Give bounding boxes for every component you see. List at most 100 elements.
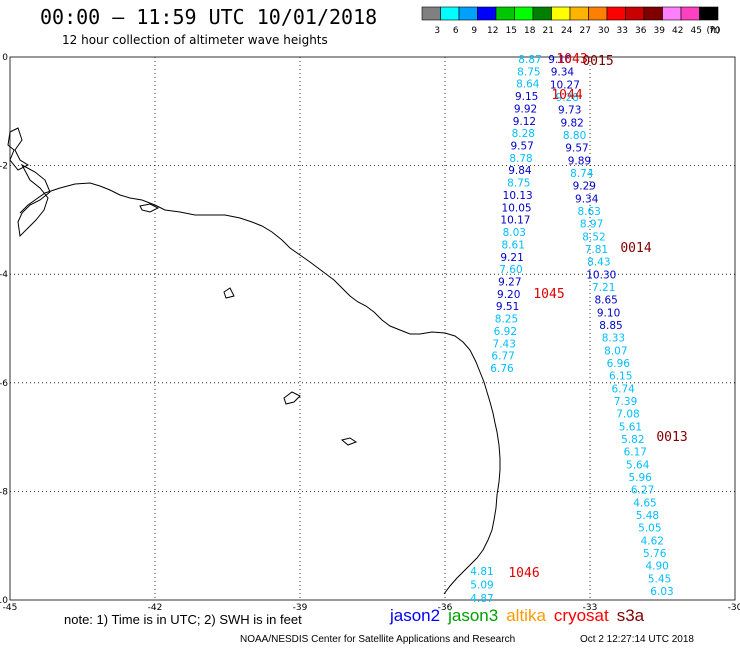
wave-height-value: 6.17 [624, 447, 647, 459]
wave-height-value: 8.80 [563, 130, 586, 142]
island-coast [340, 437, 358, 446]
lat-tick-label: -2 [0, 162, 8, 172]
pass-time-label: 0015 [582, 54, 613, 69]
map-border [9, 56, 736, 601]
wave-height-value: 4.87 [470, 593, 493, 605]
wave-height-value: 9.84 [508, 165, 532, 177]
wave-height-value: 8.03 [503, 227, 526, 239]
wave-height-value: 5.45 [648, 573, 671, 585]
wave-height-value: 4.65 [633, 497, 656, 509]
legend-label: 6 [453, 26, 459, 35]
wave-height-value: 8.97 [580, 219, 603, 231]
wave-height-value: 10.17 [500, 215, 530, 227]
wave-height-value: 8.78 [509, 153, 532, 165]
pass-time-label: 1046 [508, 566, 539, 581]
wave-height-value: 9.10 [597, 307, 620, 319]
legend-label: 3 [434, 26, 440, 35]
wave-height-value: 6.15 [609, 371, 632, 383]
wave-height-value: 10.27 [550, 79, 580, 91]
wave-height-value: 5.09 [470, 580, 493, 592]
wave-height-value: 9.73 [558, 105, 581, 117]
legend-label: 18 [524, 26, 536, 35]
wave-height-value: 6.27 [631, 485, 654, 497]
wave-height-value: 8.43 [587, 257, 610, 269]
altimeter-tracks: 8.878.758.649.159.929.128.289.578.789.84… [470, 54, 673, 605]
pass-time-label: 1044 [551, 88, 582, 103]
wave-height-value: 10.30 [586, 269, 616, 281]
wave-height-value: 8.65 [594, 295, 617, 307]
wave-height-value: 8.61 [502, 239, 525, 251]
wave-height-value: 9.57 [510, 141, 533, 153]
wave-height-value: 10.13 [503, 190, 533, 202]
wave-height-value: 9.10 [548, 54, 571, 66]
map-subtitle: 12 hour collection of altimeter wave hei… [62, 33, 328, 47]
wave-height-value: 8.52 [582, 231, 605, 243]
satellite-name: jason2 [390, 606, 441, 625]
wave-height-value: 5.76 [643, 548, 667, 560]
pass-time-label: 1045 [533, 287, 564, 302]
wave-height-value: 9.15 [515, 91, 538, 103]
wave-height-value: 5.05 [638, 523, 661, 535]
wave-height-value: 9.82 [560, 117, 583, 129]
wave-height-value: 9.20 [497, 289, 520, 301]
coastline-path [19, 182, 501, 595]
lat-tick-label: 0 [2, 53, 8, 63]
wave-height-map: -45-42-39-36-33-300-2-4-6-8-10 8.878.758… [0, 52, 740, 610]
satellite-name: cryosat [553, 606, 609, 625]
footer-note: note: 1) Time is in UTC; 2) SWH is in fe… [64, 612, 302, 627]
wave-height-value: 7.39 [614, 396, 637, 408]
wave-height-value: 8.25 [495, 314, 518, 326]
legend-label: 39 [654, 26, 666, 35]
wave-height-value: 7.43 [493, 338, 516, 350]
pass-time-label: 0013 [656, 430, 687, 445]
satellite-name: altika [506, 606, 546, 625]
wave-height-value: 6.96 [607, 358, 631, 370]
lon-tick-label: -33 [583, 603, 598, 610]
island-coast [139, 203, 160, 213]
wave-height-value: 9.21 [500, 252, 523, 264]
wave-height-value: 4.62 [641, 535, 664, 547]
wave-height-value: 6.03 [650, 586, 673, 598]
wave-height-value: 8.75 [507, 178, 530, 190]
axis-labels: -45 -42 -39 -36 -33 -30 0 -2 -4 -6 -8 -10 [0, 53, 740, 610]
wave-height-value: 8.87 [518, 54, 541, 66]
lon-tick-label: -39 [293, 603, 308, 610]
wave-height-value: 6.77 [491, 351, 514, 363]
brazil-coastline [7, 127, 501, 595]
island-coast [283, 391, 301, 405]
wave-height-value: 8.63 [577, 206, 600, 218]
legend-label: 9 [471, 26, 477, 35]
wave-height-value: 9.34 [575, 193, 599, 205]
legend-label: 45 [691, 26, 702, 35]
wave-height-value: 5.96 [628, 472, 652, 484]
lat-tick-label: -10 [0, 596, 8, 606]
legend-label: 33 [617, 26, 628, 35]
credit-line: NOAA/NESDIS Center for Satellite Applica… [240, 634, 516, 645]
wave-height-value: 7.21 [592, 282, 615, 294]
lon-tick-label: -36 [438, 603, 453, 610]
satellite-key: jason2 jason3 altika cryosat s3a [390, 606, 652, 626]
lat-tick-label: -4 [0, 270, 8, 280]
wave-height-value: 10.05 [502, 202, 532, 214]
wave-height-value: 4.81 [470, 566, 493, 578]
lon-tick-label: -42 [148, 603, 163, 610]
wave-height-value: 9.27 [498, 276, 521, 288]
wave-height-value: 7.08 [616, 409, 639, 421]
wave-height-value: 8.75 [517, 66, 540, 78]
pass-time-label: 1043 [556, 52, 587, 67]
map-title: 00:00 – 11:59 UTC 10/01/2018 [40, 5, 378, 29]
wave-height-value: 8.07 [604, 345, 627, 357]
lon-tick-label: -45 [3, 603, 18, 610]
lat-lon-grid [10, 57, 735, 600]
wave-height-value: 9.92 [514, 103, 537, 115]
wave-height-value: 9.89 [568, 155, 591, 167]
wave-height-value: 7.81 [585, 244, 608, 256]
wave-height-value: 8.28 [512, 128, 535, 140]
wave-height-value: 8.64 [516, 79, 540, 91]
wave-height-value: 9.28 [556, 92, 579, 104]
wave-height-value: 6.74 [611, 383, 635, 395]
map-frame [9, 56, 736, 601]
legend-label: 42 [672, 26, 683, 35]
legend-swatch [699, 6, 719, 21]
